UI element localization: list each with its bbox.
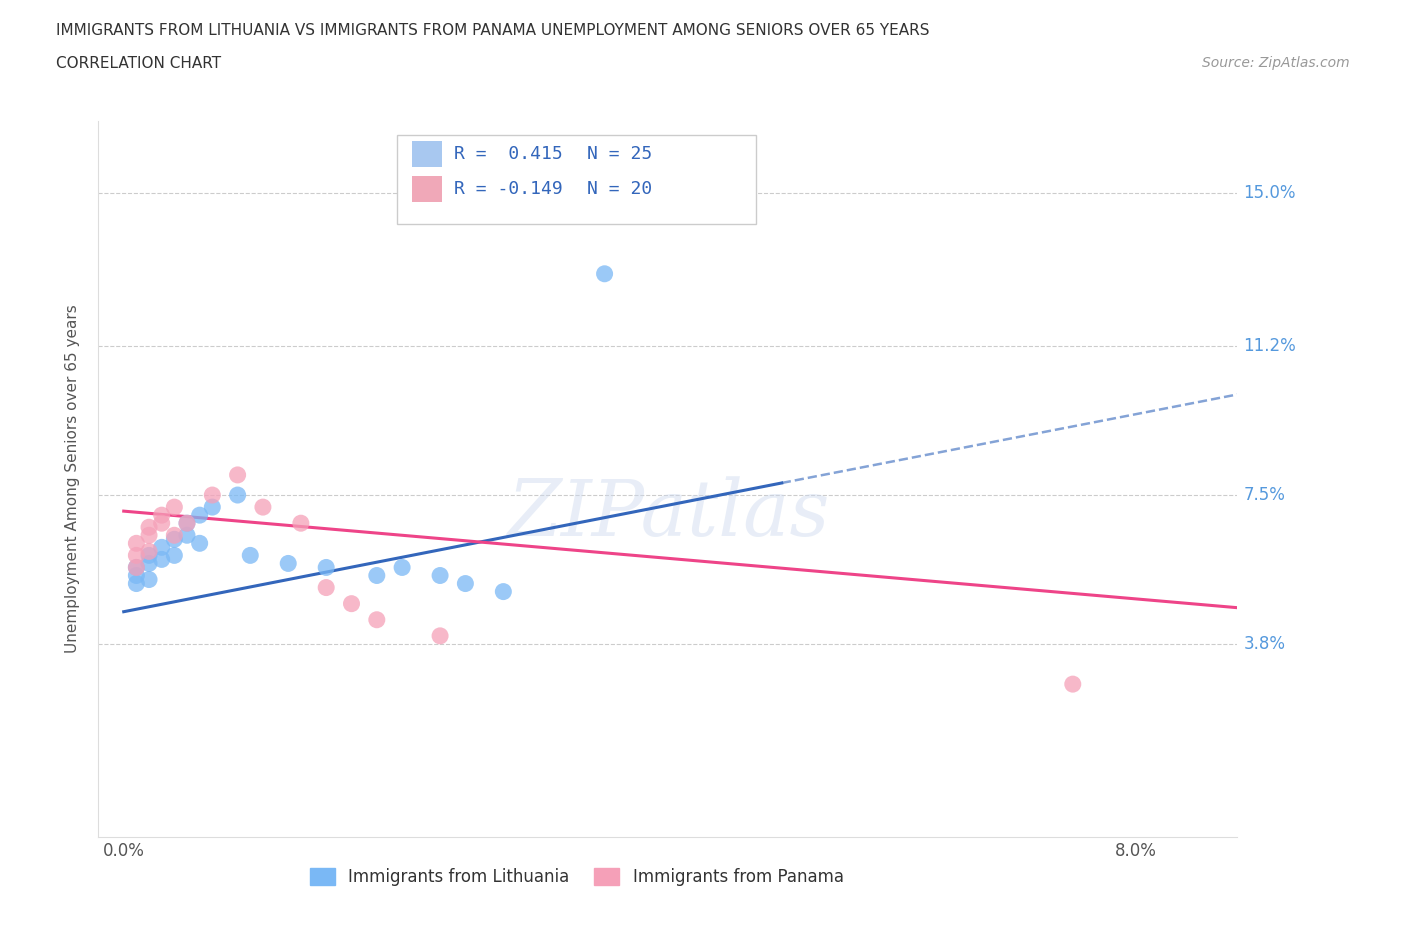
Point: [138, 548, 160, 563]
Legend: Immigrants from Lithuania, Immigrants from Panama: Immigrants from Lithuania, Immigrants fr…: [304, 861, 851, 893]
Point: [163, 528, 186, 543]
Point: [125, 568, 148, 583]
Point: [188, 536, 211, 551]
Text: 3.8%: 3.8%: [1244, 635, 1285, 653]
Point: [188, 508, 211, 523]
Point: [290, 516, 312, 531]
Point: [138, 520, 160, 535]
Point: [201, 487, 224, 502]
Point: [125, 576, 148, 591]
Point: [150, 516, 173, 531]
Point: [150, 540, 173, 555]
Point: [366, 612, 388, 627]
Text: N = 20: N = 20: [588, 180, 652, 198]
Point: [125, 560, 148, 575]
Point: [138, 572, 160, 587]
Point: [138, 544, 160, 559]
Point: [163, 499, 186, 514]
Point: [239, 548, 262, 563]
Text: 11.2%: 11.2%: [1244, 338, 1296, 355]
Point: [150, 508, 173, 523]
Point: [125, 560, 148, 575]
Text: ZIPatlas: ZIPatlas: [506, 476, 830, 553]
Text: N = 25: N = 25: [588, 145, 652, 163]
Text: 15.0%: 15.0%: [1244, 184, 1296, 203]
Point: [226, 468, 249, 483]
Point: [150, 552, 173, 567]
Point: [492, 584, 515, 599]
Point: [176, 516, 198, 531]
Point: [429, 568, 451, 583]
Text: CORRELATION CHART: CORRELATION CHART: [56, 56, 221, 71]
Point: [201, 499, 224, 514]
Point: [226, 487, 249, 502]
Y-axis label: Unemployment Among Seniors over 65 years: Unemployment Among Seniors over 65 years: [65, 305, 80, 653]
Point: [176, 528, 198, 543]
Text: 7.5%: 7.5%: [1244, 486, 1285, 504]
Point: [429, 629, 451, 644]
Point: [1062, 677, 1084, 692]
Point: [163, 548, 186, 563]
Point: [391, 560, 413, 575]
Point: [125, 536, 148, 551]
Text: R =  0.415: R = 0.415: [454, 145, 562, 163]
Text: R = -0.149: R = -0.149: [454, 180, 562, 198]
Point: [138, 556, 160, 571]
Point: [454, 576, 477, 591]
Point: [593, 266, 616, 281]
Point: [366, 568, 388, 583]
Point: [340, 596, 363, 611]
Point: [163, 532, 186, 547]
Point: [315, 580, 337, 595]
Point: [277, 556, 299, 571]
Point: [138, 528, 160, 543]
Point: [125, 548, 148, 563]
Point: [176, 516, 198, 531]
Text: IMMIGRANTS FROM LITHUANIA VS IMMIGRANTS FROM PANAMA UNEMPLOYMENT AMONG SENIORS O: IMMIGRANTS FROM LITHUANIA VS IMMIGRANTS …: [56, 23, 929, 38]
Point: [252, 499, 274, 514]
Point: [315, 560, 337, 575]
Text: Source: ZipAtlas.com: Source: ZipAtlas.com: [1202, 56, 1350, 70]
